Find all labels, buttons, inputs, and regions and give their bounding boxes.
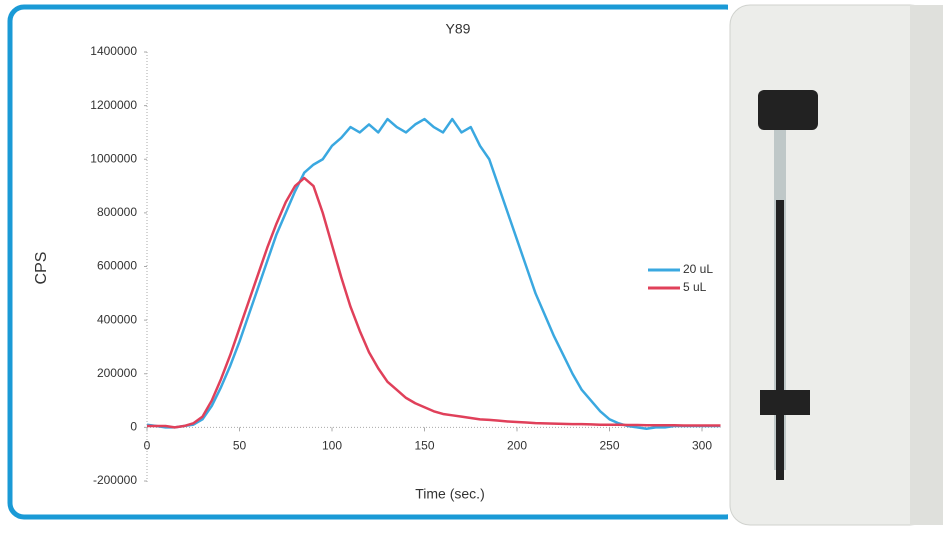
x-tick-label: 250 xyxy=(599,439,619,453)
y-tick-label: 400000 xyxy=(97,312,137,326)
device-knob xyxy=(758,90,818,130)
x-tick-label: 150 xyxy=(414,439,434,453)
y-tick-label: 0 xyxy=(130,420,137,434)
y-tick-label: 1400000 xyxy=(90,44,137,58)
chart-title: Y89 xyxy=(446,21,471,37)
x-tick-label: 0 xyxy=(144,439,151,453)
device-side xyxy=(910,5,943,525)
device-clamp xyxy=(760,390,810,415)
x-axis-label: Time (sec.) xyxy=(415,486,484,502)
x-tick-label: 100 xyxy=(322,439,342,453)
x-tick-label: 50 xyxy=(233,439,247,453)
device-body xyxy=(729,4,931,526)
y-tick-label: 1200000 xyxy=(90,98,137,112)
x-tick-label: 200 xyxy=(507,439,527,453)
device-rod xyxy=(776,200,784,480)
y-tick-label: -200000 xyxy=(93,473,137,487)
y-tick-label: 200000 xyxy=(97,366,137,380)
legend-label: 5 uL xyxy=(683,280,707,294)
y-tick-label: 600000 xyxy=(97,259,137,273)
legend-label: 20 uL xyxy=(683,262,713,276)
y-tick-label: 1000000 xyxy=(90,151,137,165)
device-photo xyxy=(728,0,943,549)
y-tick-label: 800000 xyxy=(97,205,137,219)
y-axis-label: CPS xyxy=(33,252,50,285)
data-line xyxy=(147,176,721,429)
x-tick-label: 300 xyxy=(692,439,712,453)
